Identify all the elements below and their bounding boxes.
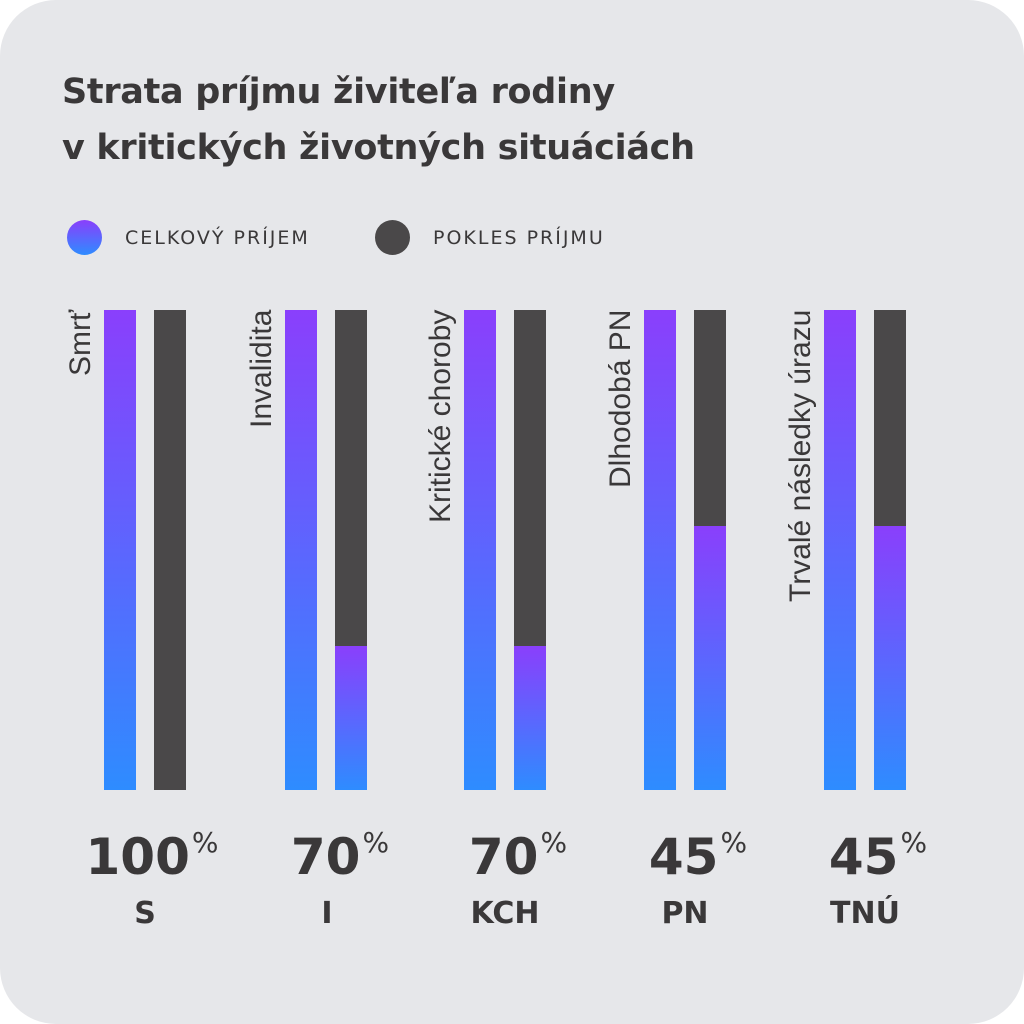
percent-label: 70% — [428, 826, 608, 886]
legend-item-celkovy: CELKOVÝ PRÍJEM — [67, 220, 310, 255]
category-label: Smrť — [64, 310, 98, 790]
category-label-text: Dlhodobá PN — [604, 310, 637, 489]
bar-zostatok-prijmu — [335, 646, 367, 790]
bar-pokles-prijmu — [335, 310, 367, 646]
legend-item-pokles: POKLES PRÍJMU — [375, 220, 605, 255]
bar-zostatok-prijmu — [874, 526, 906, 790]
category-code: PN — [661, 896, 709, 931]
category-label: Invalidita — [245, 310, 279, 790]
bar-pokles-prijmu — [874, 310, 906, 526]
percent-value: 45 — [648, 828, 719, 886]
percent-label: 45% — [788, 826, 968, 886]
bar-celkovy-prijem — [285, 310, 317, 790]
percent-label: 45% — [608, 826, 788, 886]
title-line-1: Strata príjmu živiteľa rodiny — [62, 72, 615, 112]
category-label-text: Trvalé následky úrazu — [784, 310, 817, 603]
category-code: S — [134, 896, 156, 931]
legend-label: POKLES PRÍJMU — [433, 226, 605, 249]
percent-value: 45 — [828, 828, 899, 886]
bar-celkovy-prijem — [644, 310, 676, 790]
category-code: TNÚ — [830, 896, 900, 931]
bar-zostatok-prijmu — [694, 526, 726, 790]
percent-value: 70 — [468, 828, 539, 886]
percent-sign: % — [362, 826, 390, 859]
bar-pokles-prijmu — [514, 310, 546, 646]
percent-label: 70% — [250, 826, 430, 886]
title-line-2: v kritických životných situáciách — [62, 128, 695, 168]
legend-swatch-dark — [375, 220, 410, 255]
percent-sign: % — [540, 826, 568, 859]
bar-zostatok-prijmu — [514, 646, 546, 790]
percent-value: 100 — [85, 828, 190, 886]
category-code: KCH — [470, 896, 540, 931]
bar-pokles-prijmu — [694, 310, 726, 526]
legend-label: CELKOVÝ PRÍJEM — [125, 226, 310, 249]
category-label: Kritické choroby — [424, 310, 458, 790]
bar-pokles-prijmu — [154, 310, 186, 790]
category-label: Dlhodobá PN — [604, 310, 638, 790]
bar-celkovy-prijem — [464, 310, 496, 790]
percent-sign: % — [720, 826, 748, 859]
bar-celkovy-prijem — [824, 310, 856, 790]
chart-title: Strata príjmu živiteľa rodiny v kritický… — [62, 64, 695, 176]
percent-sign: % — [191, 826, 219, 859]
category-code: I — [321, 896, 333, 931]
category-label-text: Invalidita — [245, 310, 278, 429]
category-label-text: Kritické choroby — [424, 310, 457, 524]
percent-label: 100% — [62, 826, 242, 886]
percent-value: 70 — [290, 828, 361, 886]
bar-celkovy-prijem — [104, 310, 136, 790]
percent-sign: % — [900, 826, 928, 859]
category-label: Trvalé následky úrazu — [784, 310, 818, 790]
legend-swatch-gradient — [67, 220, 102, 255]
category-label-text: Smrť — [64, 310, 97, 377]
